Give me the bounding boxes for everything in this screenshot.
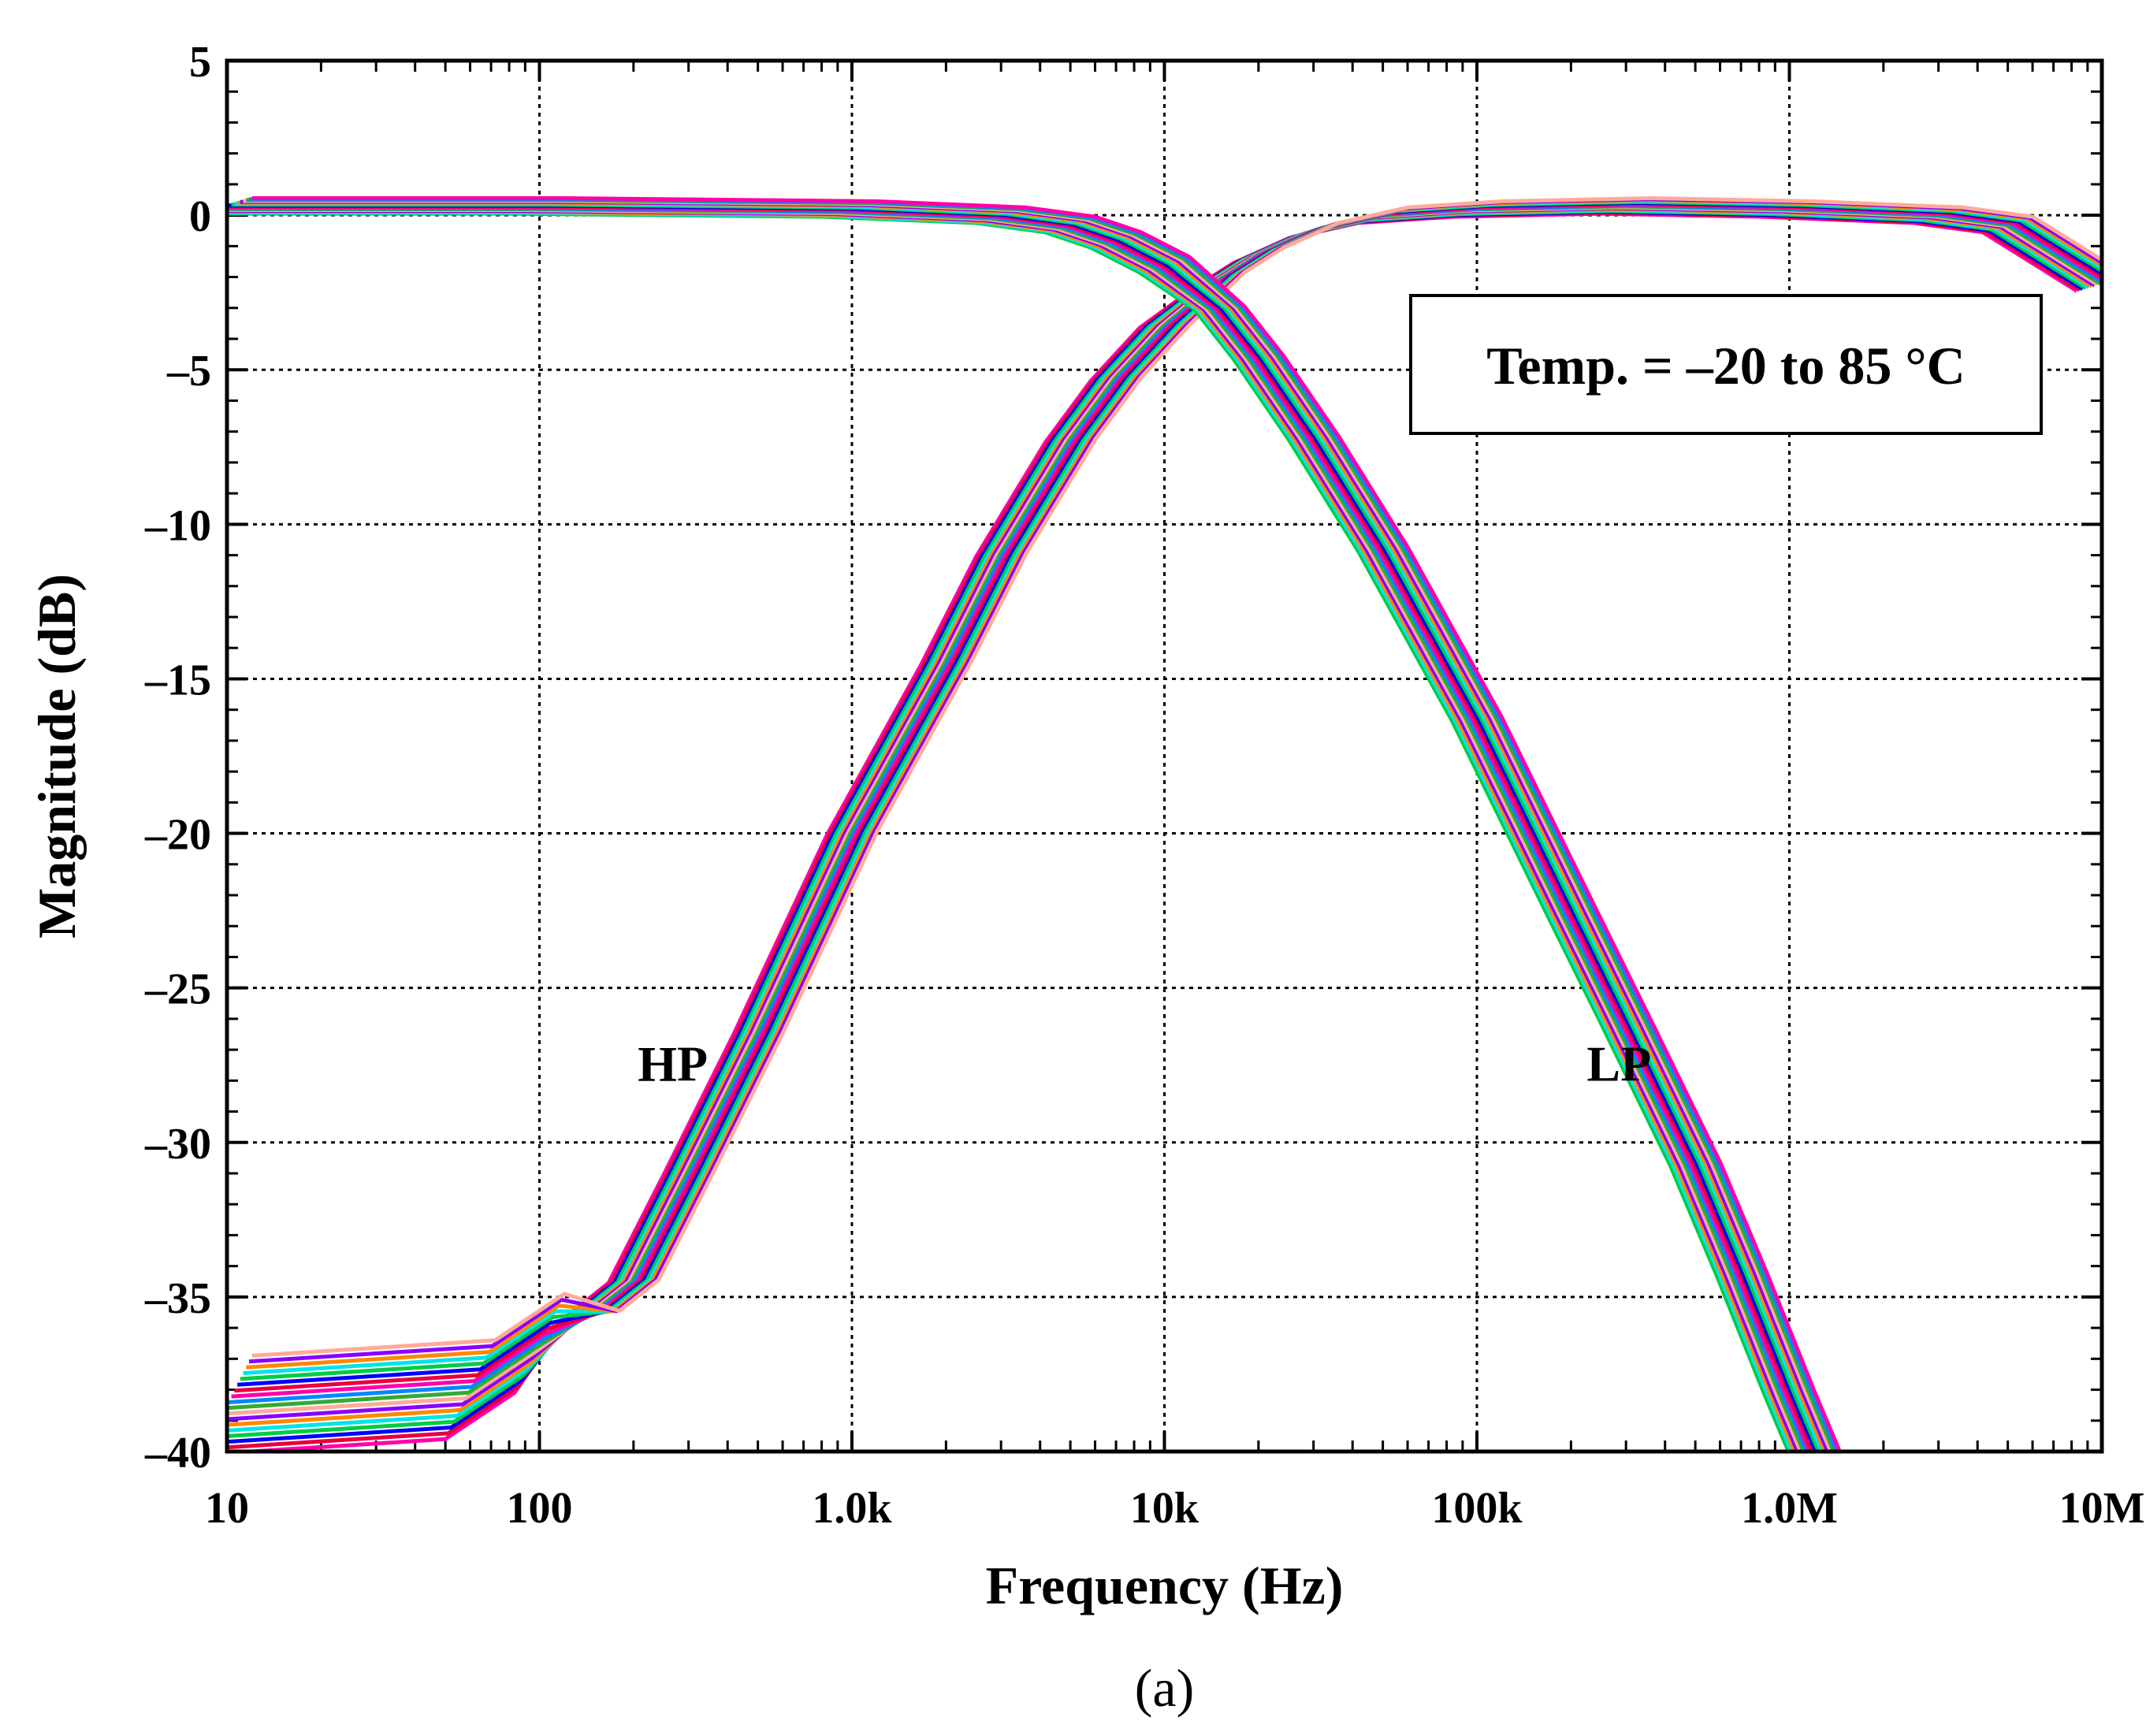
y-tick-label: 0: [189, 192, 211, 241]
y-tick-label: –15: [144, 656, 211, 704]
y-tick-label: –35: [144, 1274, 211, 1323]
lp-annotation: LP: [1586, 1036, 1651, 1092]
x-tick-label: 10M: [2059, 1484, 2145, 1533]
y-tick-label: –20: [144, 811, 211, 860]
y-tick-label: –10: [144, 501, 211, 550]
hp-series: [227, 196, 2102, 1452]
hp-annotation: HP: [638, 1036, 708, 1092]
x-tick-label: 100: [507, 1484, 573, 1533]
x-tick-label: 1.0M: [1741, 1484, 1838, 1533]
y-tick-label: –5: [166, 347, 211, 396]
x-tick-label: 1.0k: [812, 1484, 892, 1533]
figure-caption: (a): [1135, 1658, 1194, 1718]
x-tick-label: 10: [205, 1484, 249, 1533]
tick-labels: 10 100 1.0k 10k 100k 1.0M 10M 5 0 –5 –10 –15 –20 –25 –…: [144, 38, 2144, 1533]
hp-trace: [251, 196, 2102, 1358]
legend-text: Temp. = –20 to 85 °C: [1486, 336, 1965, 396]
temperature-legend-box: Temp. = –20 to 85 °C: [1409, 294, 2043, 435]
series-group: [227, 196, 2102, 1452]
plot-area-frame: [225, 58, 2104, 1454]
lp-trace: [251, 196, 1841, 1451]
y-tick-label: –30: [144, 1120, 211, 1169]
y-tick-label: –40: [144, 1429, 211, 1478]
y-axis-title: Magnitude (dB): [27, 574, 87, 939]
x-tick-label: 10k: [1130, 1484, 1199, 1533]
x-axis-title: Frequency (Hz): [986, 1556, 1344, 1615]
legend-frame: [1409, 294, 2043, 435]
y-tick-label: 5: [189, 38, 211, 87]
y-tick-label: –25: [144, 965, 211, 1014]
x-tick-label: 100k: [1431, 1484, 1523, 1533]
lp-series: [227, 196, 1841, 1452]
